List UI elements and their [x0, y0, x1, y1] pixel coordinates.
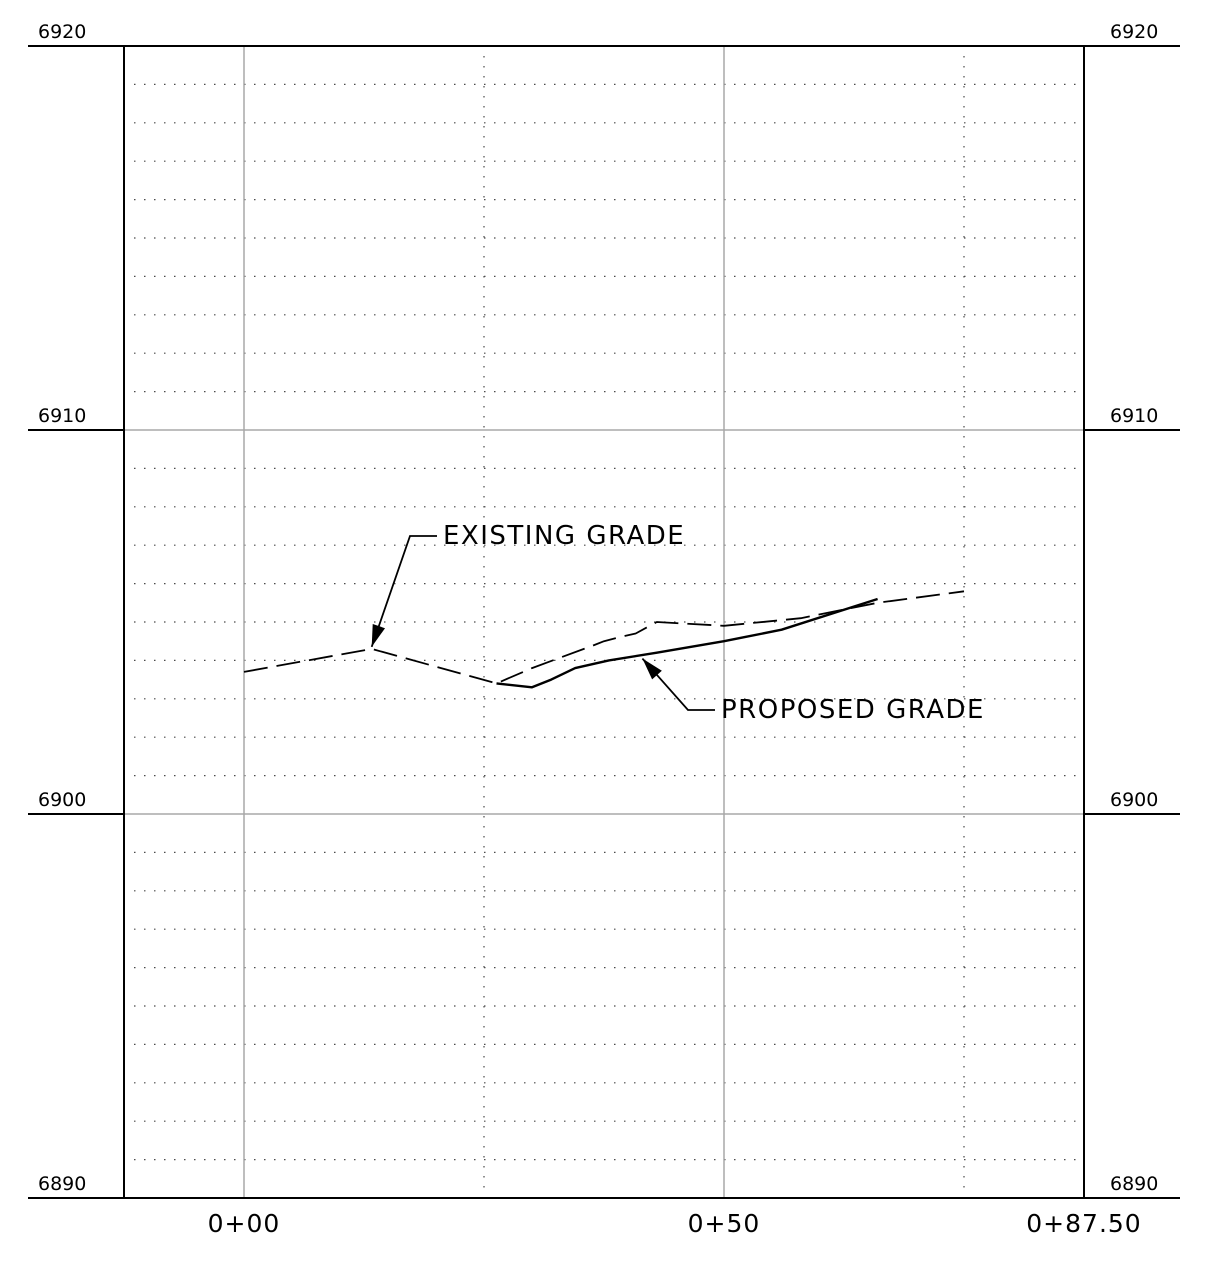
y-tick-label-left: 6890: [38, 1173, 86, 1195]
y-tick-label-left: 6910: [38, 405, 86, 427]
x-tick-label: 0+87.50: [1026, 1209, 1141, 1238]
series-line-proposed-grade: [496, 597, 878, 689]
annotation-proposed-grade-arrowhead: [642, 658, 662, 680]
series-layer: [243, 590, 965, 689]
y-tick-label-right: 6890: [1110, 1173, 1158, 1195]
y-tick-label-left: 6900: [38, 789, 86, 811]
annotations-layer: EXISTING GRADE PROPOSED GRADE: [370, 521, 985, 725]
annotation-proposed-grade-label: PROPOSED GRADE: [721, 695, 985, 725]
y-tick-label-right: 6900: [1110, 789, 1158, 811]
chart-frame: [28, 45, 1180, 1199]
series-line-existing-grade: [243, 590, 965, 685]
minor-grid: [134, 56, 1078, 1192]
y-tick-label-right: 6920: [1110, 21, 1158, 43]
annotation-existing-grade-arrowhead: [371, 623, 386, 647]
annotation-existing-grade-leader: [370, 535, 437, 648]
y-tick-label-right: 6910: [1110, 405, 1158, 427]
y-tick-label-left: 6920: [38, 21, 86, 43]
major-grid: [124, 46, 1084, 1198]
x-tick-label: 0+00: [208, 1209, 281, 1238]
x-tick-label: 0+50: [688, 1209, 761, 1238]
annotation-existing-grade-label: EXISTING GRADE: [443, 521, 685, 551]
tick-labels: 6890 6890 6900 6900 6910 6910 6920 6920 0+00 0+50…: [38, 21, 1158, 1238]
annotation-proposed-grade-leader: [641, 657, 715, 711]
